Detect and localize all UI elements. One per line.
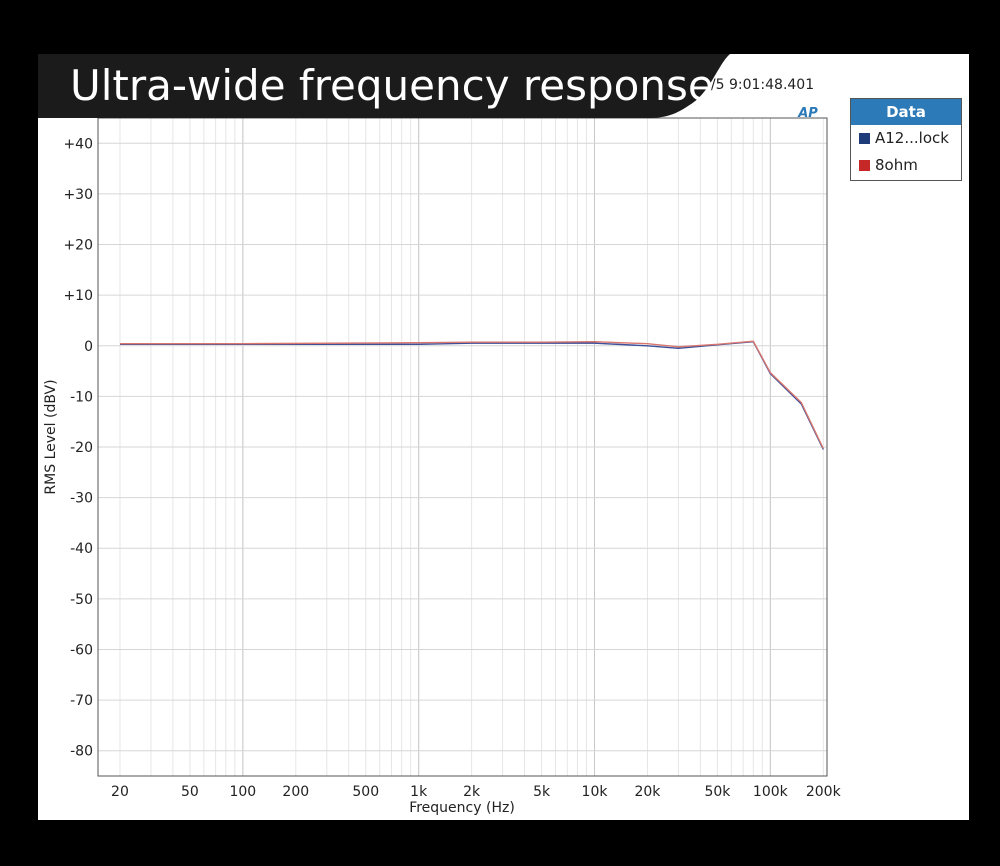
y-tick-label: 0 [84, 339, 93, 355]
y-tick-label: -50 [70, 592, 93, 608]
legend-title: Data [851, 99, 961, 125]
title-banner [38, 54, 730, 118]
y-tick-label: -70 [70, 693, 93, 709]
tick-labels: +40 +30 +20 +10 0 -10 -20 -30 -40 -50 -60 -70 -80 20 5… [63, 136, 841, 800]
y-tick-label: +20 [63, 238, 93, 254]
ap-logo-icon: AP [797, 106, 818, 121]
x-tick-label: 2k [463, 784, 481, 800]
timestamp: 5/5 9:01:48.401 [702, 77, 815, 93]
y-tick-label: -80 [70, 744, 93, 760]
y-tick-label: +30 [63, 187, 93, 203]
legend: Data A12...lock 8ohm [850, 98, 962, 181]
legend-item-8ohm[interactable]: 8ohm [851, 152, 961, 179]
x-tick-label: 500 [352, 784, 379, 800]
y-tick-label: -60 [70, 642, 93, 658]
legend-swatch-a12 [859, 133, 870, 144]
x-tick-label: 50k [704, 784, 731, 800]
x-axis-label: Frequency (Hz) [409, 800, 515, 816]
banner-title: Ultra-wide frequency response [70, 61, 714, 110]
y-tick-label: -20 [70, 440, 93, 456]
legend-item-a12[interactable]: A12...lock [851, 125, 961, 152]
plot-frame [97, 117, 828, 777]
y-tick-label: -40 [70, 541, 93, 557]
y-tick-label: -10 [70, 389, 93, 405]
x-tick-label: 5k [533, 784, 551, 800]
x-tick-label: 20 [111, 784, 129, 800]
series-line-8ohm [120, 340, 824, 449]
x-tick-label: 1k [410, 784, 428, 800]
y-tick-label: +10 [63, 288, 93, 304]
y-tick-label: +40 [63, 136, 93, 152]
x-tick-label: 200k [806, 784, 842, 800]
legend-label-8ohm: 8ohm [875, 156, 918, 174]
series-line-a12 [120, 340, 824, 450]
y-axis-label: RMS Level (dBV) [43, 379, 59, 494]
y-tick-label: -30 [70, 491, 93, 507]
grid [98, 118, 827, 776]
legend-swatch-8ohm [859, 160, 870, 171]
chart-panel [38, 54, 969, 820]
x-tick-label: 100 [229, 784, 256, 800]
x-tick-label: 50 [181, 784, 199, 800]
legend-label-a12: A12...lock [875, 129, 949, 147]
series-lines [120, 340, 824, 450]
x-tick-label: 10k [582, 784, 609, 800]
x-tick-label: 20k [634, 784, 661, 800]
x-tick-label: 100k [753, 784, 789, 800]
x-tick-label: 200 [282, 784, 309, 800]
